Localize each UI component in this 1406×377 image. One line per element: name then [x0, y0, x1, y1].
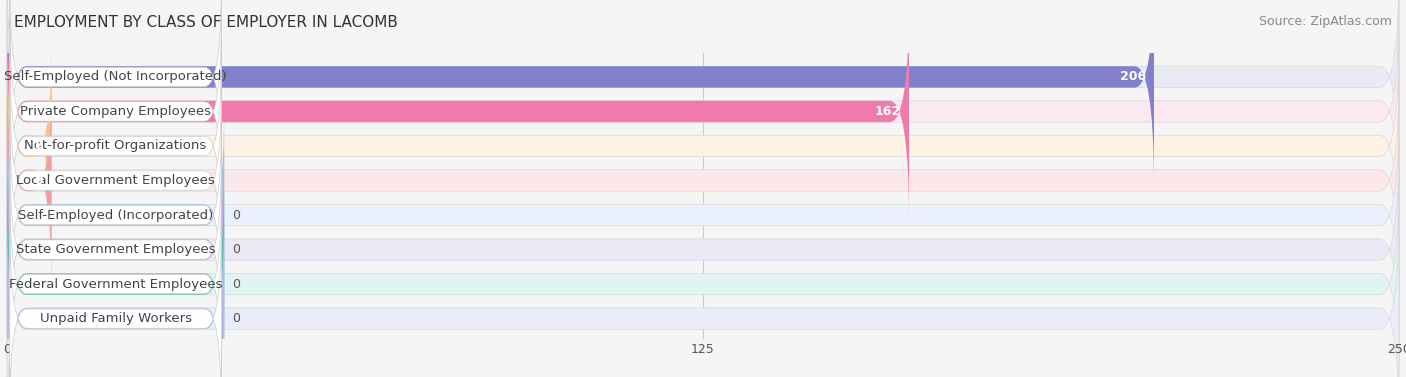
- Text: State Government Employees: State Government Employees: [15, 243, 215, 256]
- FancyBboxPatch shape: [7, 36, 52, 256]
- FancyBboxPatch shape: [7, 105, 1399, 325]
- Text: 8: 8: [35, 139, 44, 152]
- FancyBboxPatch shape: [7, 70, 52, 291]
- Text: Federal Government Employees: Federal Government Employees: [8, 277, 222, 291]
- FancyBboxPatch shape: [7, 0, 1399, 187]
- FancyBboxPatch shape: [10, 87, 221, 274]
- Text: Unpaid Family Workers: Unpaid Family Workers: [39, 312, 191, 325]
- Text: Local Government Employees: Local Government Employees: [17, 174, 215, 187]
- Text: Source: ZipAtlas.com: Source: ZipAtlas.com: [1258, 15, 1392, 28]
- Text: 8: 8: [35, 174, 44, 187]
- FancyBboxPatch shape: [7, 174, 1399, 377]
- FancyBboxPatch shape: [7, 36, 1399, 256]
- FancyBboxPatch shape: [7, 139, 224, 360]
- FancyBboxPatch shape: [10, 18, 221, 205]
- Text: EMPLOYMENT BY CLASS OF EMPLOYER IN LACOMB: EMPLOYMENT BY CLASS OF EMPLOYER IN LACOM…: [14, 15, 398, 30]
- FancyBboxPatch shape: [7, 2, 1399, 222]
- FancyBboxPatch shape: [7, 0, 1154, 187]
- Text: 0: 0: [232, 243, 240, 256]
- FancyBboxPatch shape: [10, 121, 221, 309]
- FancyBboxPatch shape: [7, 208, 224, 377]
- FancyBboxPatch shape: [10, 225, 221, 377]
- Text: Private Company Employees: Private Company Employees: [20, 105, 211, 118]
- FancyBboxPatch shape: [7, 174, 224, 377]
- FancyBboxPatch shape: [7, 105, 224, 325]
- FancyBboxPatch shape: [10, 156, 221, 343]
- Text: 162: 162: [875, 105, 901, 118]
- Text: 206: 206: [1119, 70, 1146, 83]
- FancyBboxPatch shape: [10, 52, 221, 240]
- Text: 0: 0: [232, 208, 240, 222]
- FancyBboxPatch shape: [10, 0, 221, 171]
- FancyBboxPatch shape: [10, 190, 221, 377]
- FancyBboxPatch shape: [7, 139, 1399, 360]
- Text: 0: 0: [232, 277, 240, 291]
- FancyBboxPatch shape: [7, 2, 910, 222]
- Text: Self-Employed (Incorporated): Self-Employed (Incorporated): [18, 208, 214, 222]
- Text: 0: 0: [232, 312, 240, 325]
- FancyBboxPatch shape: [7, 70, 1399, 291]
- FancyBboxPatch shape: [7, 208, 1399, 377]
- Text: Not-for-profit Organizations: Not-for-profit Organizations: [24, 139, 207, 152]
- Text: Self-Employed (Not Incorporated): Self-Employed (Not Incorporated): [4, 70, 226, 83]
